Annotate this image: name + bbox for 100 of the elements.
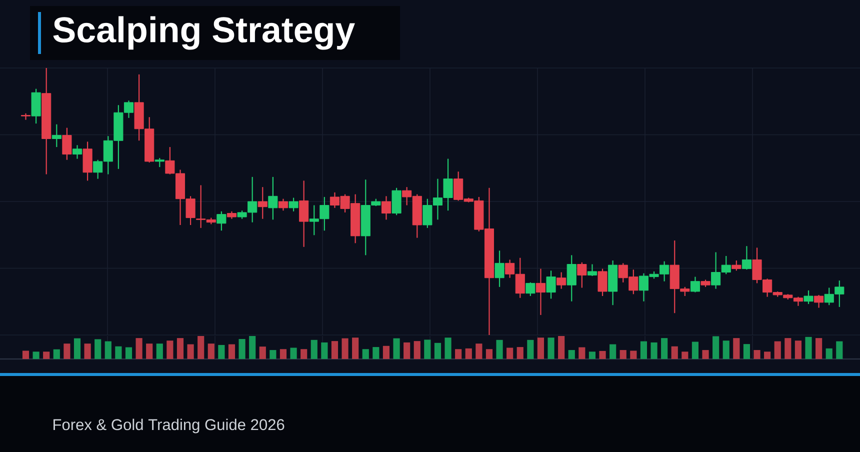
bar bbox=[486, 349, 493, 359]
bar bbox=[671, 346, 678, 359]
candlestick bbox=[72, 144, 82, 160]
bar bbox=[599, 350, 606, 359]
bar bbox=[434, 342, 442, 359]
bar bbox=[558, 336, 565, 359]
bar bbox=[115, 346, 122, 359]
candlestick bbox=[278, 198, 288, 212]
bar bbox=[764, 352, 771, 359]
bar bbox=[506, 348, 514, 359]
bar bbox=[722, 340, 730, 359]
bar bbox=[352, 338, 359, 359]
bar bbox=[578, 347, 586, 359]
bar bbox=[527, 340, 534, 359]
bar bbox=[208, 344, 214, 359]
bar bbox=[22, 350, 30, 359]
bar bbox=[424, 340, 431, 359]
bar bbox=[270, 350, 276, 359]
candlestick bbox=[536, 268, 546, 316]
bar bbox=[290, 348, 297, 359]
bar bbox=[156, 344, 163, 359]
bar bbox=[166, 340, 174, 359]
candlestick bbox=[494, 250, 504, 288]
bar bbox=[342, 338, 348, 359]
bar bbox=[404, 342, 410, 359]
bar bbox=[382, 346, 390, 359]
candlestick bbox=[556, 272, 566, 290]
bar bbox=[712, 336, 720, 359]
bar bbox=[198, 336, 204, 359]
bar bbox=[146, 344, 153, 359]
bar bbox=[774, 341, 781, 359]
candlestick bbox=[52, 124, 62, 148]
bar bbox=[476, 344, 482, 359]
candlestick bbox=[82, 141, 92, 182]
candlestick bbox=[299, 180, 309, 248]
bar bbox=[64, 344, 70, 359]
candlestick bbox=[690, 276, 700, 293]
bar bbox=[784, 338, 792, 359]
bar bbox=[661, 338, 668, 359]
bar bbox=[259, 346, 266, 359]
bar bbox=[826, 348, 832, 359]
bar bbox=[610, 344, 616, 359]
bar bbox=[300, 349, 308, 359]
bar bbox=[588, 352, 596, 359]
bar bbox=[84, 344, 91, 359]
bar bbox=[794, 340, 802, 359]
bar bbox=[548, 338, 554, 359]
bar bbox=[362, 349, 369, 359]
bar bbox=[331, 341, 338, 359]
bar bbox=[682, 352, 688, 359]
candlestick bbox=[216, 210, 226, 232]
bar bbox=[32, 352, 40, 359]
bar bbox=[187, 344, 194, 359]
candlestick bbox=[154, 157, 164, 168]
candlestick bbox=[288, 197, 298, 212]
bar bbox=[310, 340, 318, 359]
bar bbox=[74, 338, 81, 359]
bar bbox=[465, 348, 472, 359]
bar bbox=[125, 347, 132, 359]
bar bbox=[321, 342, 328, 359]
candlestick bbox=[526, 282, 536, 297]
bar bbox=[496, 340, 503, 359]
candlestick bbox=[566, 254, 576, 302]
candlestick bbox=[31, 88, 41, 124]
candlestick bbox=[598, 268, 608, 297]
text: Forex & Gold Trading Guide 2026 bbox=[54, 418, 284, 434]
bar bbox=[836, 341, 843, 359]
bar bbox=[816, 338, 822, 359]
bar bbox=[455, 349, 462, 359]
bar bbox=[754, 350, 760, 359]
bar bbox=[640, 341, 648, 359]
candlestick bbox=[742, 246, 752, 270]
bar bbox=[393, 338, 400, 359]
candlestick bbox=[814, 294, 824, 308]
candlestick bbox=[20, 112, 31, 120]
candlestick bbox=[804, 290, 814, 305]
bar bbox=[176, 338, 184, 359]
bar bbox=[228, 344, 236, 359]
bar bbox=[249, 336, 256, 359]
bar bbox=[650, 342, 658, 359]
bar bbox=[53, 349, 60, 359]
bar bbox=[702, 350, 709, 359]
bar bbox=[414, 341, 420, 359]
bar bbox=[516, 347, 524, 359]
chart-title: Scalping Strategy bbox=[53, 16, 355, 50]
bar bbox=[94, 339, 102, 359]
bar bbox=[620, 350, 626, 359]
bar bbox=[805, 336, 812, 359]
bar bbox=[43, 352, 50, 359]
bar bbox=[733, 338, 740, 359]
candlestick bbox=[587, 264, 598, 277]
candlestick bbox=[392, 187, 402, 216]
candlestick bbox=[258, 186, 268, 220]
candlestick bbox=[268, 176, 278, 220]
bar bbox=[104, 341, 112, 359]
bar bbox=[218, 344, 225, 359]
bar bbox=[568, 350, 575, 359]
bar bbox=[238, 338, 246, 359]
bar bbox=[444, 338, 452, 359]
bar bbox=[136, 338, 142, 359]
